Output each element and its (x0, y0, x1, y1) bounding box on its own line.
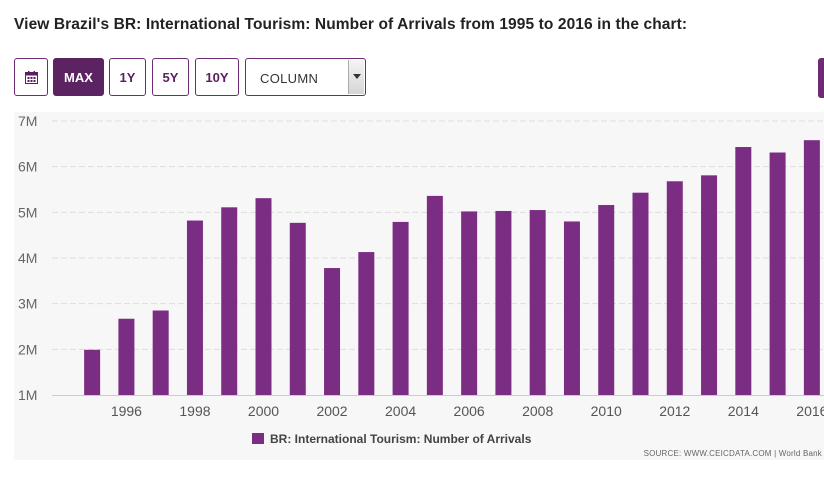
y-tick-label: 1M (18, 387, 37, 403)
bar-2003[interactable] (358, 252, 375, 395)
bar-2013[interactable] (701, 175, 718, 395)
y-tick-label: 4M (18, 250, 37, 266)
x-tick-label: 2000 (248, 403, 279, 419)
bar-2008[interactable] (529, 210, 546, 395)
x-tick-label: 2010 (591, 403, 622, 419)
y-tick-label: 2M (18, 341, 37, 357)
calendar-button[interactable] (14, 58, 48, 96)
bar-1999[interactable] (221, 207, 238, 395)
bar-2009[interactable] (563, 221, 580, 395)
bar-2004[interactable] (392, 221, 409, 395)
x-tick-label: 2016 (796, 403, 824, 419)
bar-2014[interactable] (735, 147, 752, 395)
bar-2001[interactable] (289, 222, 306, 395)
bar-1998[interactable] (186, 220, 203, 395)
x-tick-label: 2014 (728, 403, 759, 419)
bar-2006[interactable] (461, 211, 478, 395)
calendar-icon (24, 70, 38, 84)
bar-2007[interactable] (495, 210, 512, 395)
y-tick-label: 5M (18, 204, 37, 220)
range-10y-button[interactable]: 10Y (195, 58, 239, 96)
y-tick-label: 3M (18, 296, 37, 312)
x-tick-label: 2006 (454, 403, 485, 419)
bar-1996[interactable] (118, 318, 135, 395)
y-tick-label: 6M (18, 159, 37, 175)
bar-2005[interactable] (426, 195, 443, 395)
bar-chart: 1M 2M 3M 4M 5M 6M 7M 1996 1998 2000 2002 2004 2006 2… (18, 113, 824, 446)
chart-type-value: COLUMN (260, 71, 319, 86)
page-title: View Brazil's BR: International Tourism:… (14, 16, 688, 33)
x-tick-label: 1998 (179, 403, 210, 419)
range-5y-button[interactable]: 5Y (152, 58, 189, 96)
x-tick-label: 2002 (316, 403, 347, 419)
x-tick-label: 2012 (659, 403, 690, 419)
legend-swatch[interactable] (252, 433, 264, 444)
legend-label[interactable]: BR: International Tourism: Number of Arr… (270, 432, 532, 446)
bar-1997[interactable] (152, 310, 169, 395)
bar-2015[interactable] (769, 152, 786, 395)
side-action-button[interactable] (818, 58, 824, 98)
range-1y-button[interactable]: 1Y (109, 58, 146, 96)
bar-2012[interactable] (666, 181, 683, 395)
source-note: SOURCE: WWW.CEICDATA.COM | World Bank (643, 449, 822, 458)
bar-2016[interactable] (803, 140, 820, 395)
bar-2011[interactable] (632, 192, 649, 395)
bar-2002[interactable] (324, 268, 341, 395)
bar-1995[interactable] (84, 349, 101, 395)
chevron-down-icon[interactable] (348, 60, 364, 94)
chart-panel: 1M 2M 3M 4M 5M 6M 7M 1996 1998 2000 2002 2004 2006 2… (14, 112, 824, 460)
x-tick-label: 2008 (522, 403, 553, 419)
range-max-button[interactable]: MAX (53, 58, 104, 96)
x-tick-label: 2004 (385, 403, 416, 419)
y-tick-label: 7M (18, 113, 37, 129)
bar-2010[interactable] (598, 205, 615, 395)
x-tick-label: 1996 (111, 403, 142, 419)
bar-2000[interactable] (255, 198, 272, 395)
chart-type-select[interactable]: COLUMN (245, 58, 366, 96)
